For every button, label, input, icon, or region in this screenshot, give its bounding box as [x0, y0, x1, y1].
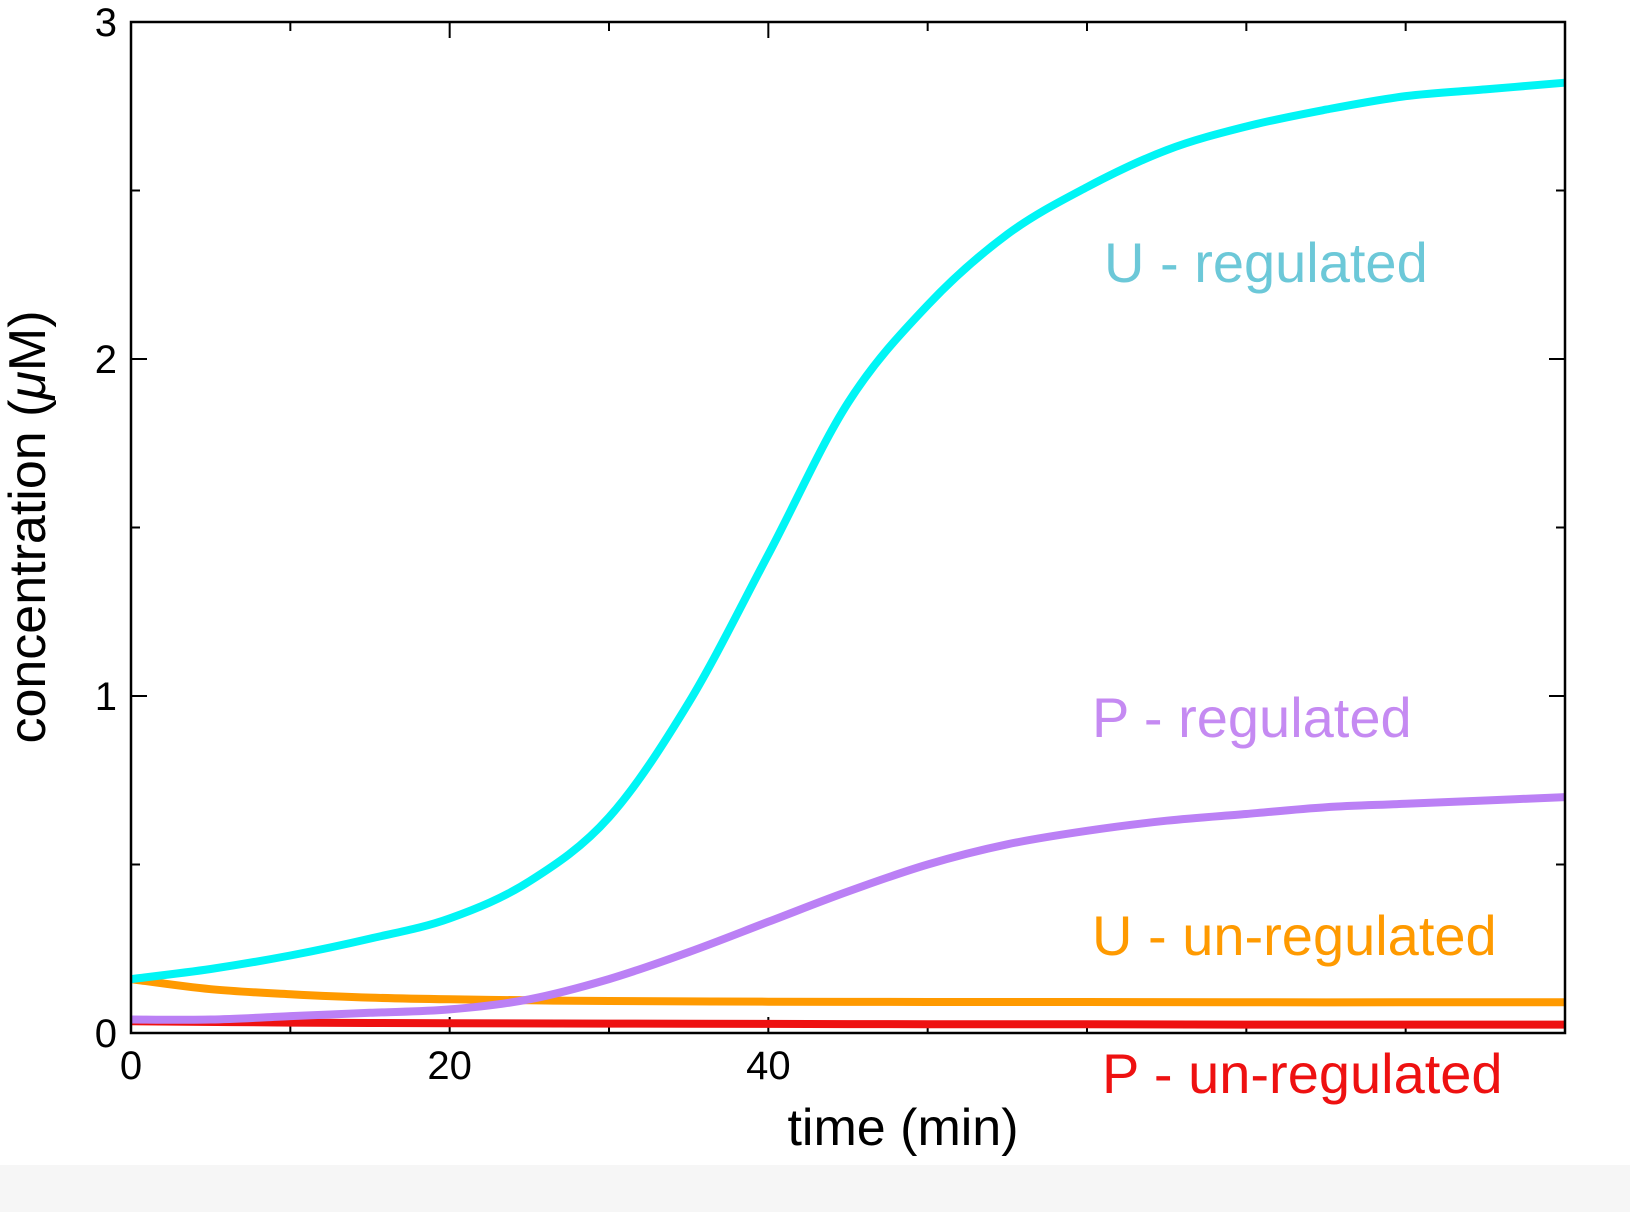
y-axis-title-unit: M) [0, 310, 57, 371]
x-axis-title: time (min) [787, 1099, 1018, 1157]
series-label-2: U - un-regulated [1092, 904, 1497, 967]
y-axis-title-mu: μ [0, 371, 57, 402]
series-label-3: P - un-regulated [1102, 1042, 1503, 1105]
y-axis-title-main: concentration ( [0, 399, 57, 744]
series-layer [130, 78, 1566, 1029]
labels-layer: U - regulated P - regulated U - un-regulat… [1092, 231, 1503, 1105]
series-label-0: U - regulated [1104, 231, 1428, 294]
series-line-2 [130, 975, 1565, 1007]
plot-frame [129, 20, 1567, 1035]
y-tick-label: 2 [95, 338, 117, 382]
series-label-1: P - regulated [1092, 686, 1412, 749]
ticks-layer: 0 20 40 0 1 2 3 [95, 1, 1565, 1088]
y-tick-label: 1 [95, 675, 117, 719]
x-tick-label: 20 [427, 1044, 472, 1088]
y-axis-title: concentration (μM) [0, 310, 57, 743]
y-tick-label: 0 [95, 1012, 117, 1056]
series-line-1 [130, 793, 1566, 1024]
x-tick-label: 0 [120, 1044, 142, 1088]
x-tick-label: 40 [746, 1044, 791, 1088]
y-tick-label: 3 [95, 1, 117, 45]
series-line-3 [130, 1017, 1565, 1029]
series-line-0 [130, 78, 1566, 984]
bottom-strip [0, 1165, 1630, 1212]
